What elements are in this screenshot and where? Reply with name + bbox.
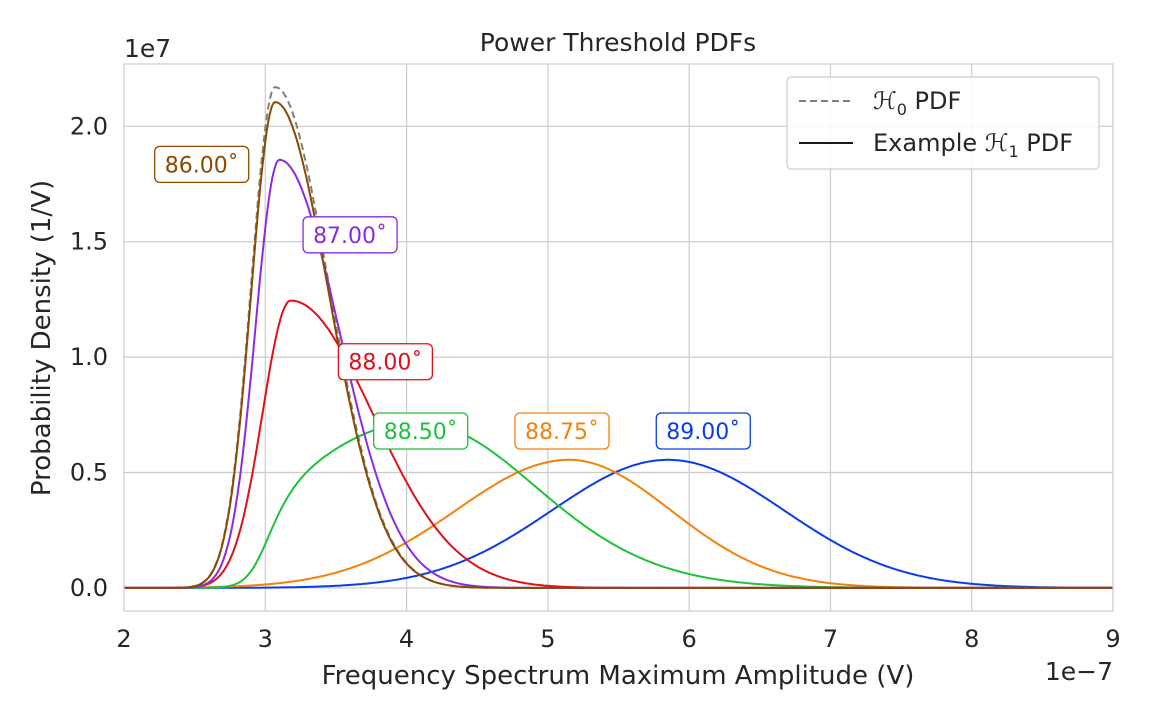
series-line: [124, 299, 1113, 589]
series-line: [124, 158, 1113, 589]
y-tick-label: 1.5: [70, 228, 108, 256]
annotations: 86.00˚ 87.00˚ 88.00˚ 88.50˚ 88.75˚ 89.00˚: [154, 145, 751, 450]
plot-frame: [123, 63, 1114, 612]
legend-h0-label: ℋ0 PDF: [873, 87, 961, 119]
annotation-box: [514, 412, 610, 450]
y-tick-label: 2.0: [70, 112, 108, 140]
series-line: [124, 458, 1113, 589]
x-axis-label: Frequency Spectrum Maximum Amplitude (V): [322, 661, 915, 691]
series-layer: [124, 86, 1113, 589]
series-line: [124, 458, 1113, 589]
x-tick-label: 5: [540, 625, 555, 653]
legend-h1-label: Example ℋ1 PDF: [873, 129, 1073, 161]
annotation-label: 88.00˚: [348, 351, 422, 376]
y-tick-label: 0.0: [70, 574, 108, 602]
series-line: [124, 101, 1113, 589]
x-tick-label: 8: [964, 625, 979, 653]
y-scale-label: 1e7: [124, 34, 171, 63]
annotation-box: [337, 343, 434, 381]
annotation-label: 89.00˚: [666, 420, 740, 445]
annotation-label: 86.00˚: [165, 153, 239, 178]
x-tick-label: 6: [682, 625, 697, 653]
tick-labels: 2 3 4 5 6 7 8 9 0.0 0.5 1.0 1.5 2.0: [70, 112, 1121, 653]
annotation-box: [655, 412, 751, 450]
x-tick-label: 2: [116, 625, 131, 653]
y-axis-label: Probability Density (1/V): [27, 180, 57, 496]
y-tick-label: 0.5: [70, 459, 108, 487]
x-tick-label: 3: [258, 625, 273, 653]
series-line: [124, 421, 1113, 589]
annotation-box: [302, 216, 398, 254]
annotation-label: 87.00˚: [313, 224, 387, 249]
x-scale-label: 1e−7: [1045, 657, 1113, 686]
legend: ℋ0 PDF Example ℋ1 PDF: [786, 76, 1100, 170]
annotation-box: [373, 412, 469, 450]
legend-box: [786, 76, 1100, 170]
chart-title: Power Threshold PDFs: [480, 28, 756, 57]
x-tick-label: 7: [823, 625, 838, 653]
y-tick-label: 1.0: [70, 343, 108, 371]
annotation-box: [154, 145, 250, 184]
annotation-label: 88.75˚: [525, 420, 599, 445]
x-tick-label: 9: [1105, 625, 1120, 653]
annotation-label: 88.50˚: [384, 420, 458, 445]
x-tick-label: 4: [399, 625, 414, 653]
